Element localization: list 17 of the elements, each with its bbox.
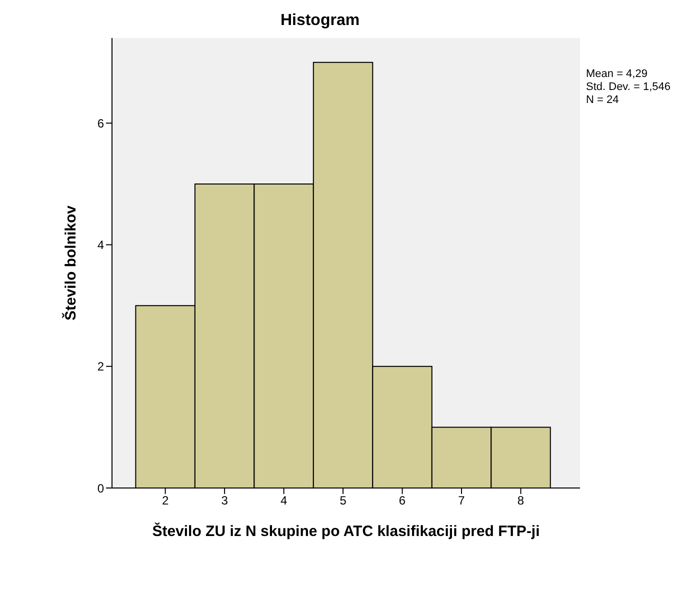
text: Std. Dev. = 1,546: [586, 81, 670, 94]
x-tick-label: 5: [340, 494, 347, 508]
x-tick-label: 3: [221, 494, 228, 508]
text: Mean = 4,29: [586, 68, 648, 81]
y-tick-label: 2: [97, 360, 104, 374]
x-tick-label: 6: [398, 494, 406, 508]
x-axis-title: Število ZU iz N skupine po ATC klasifikaciji pred FTP-ji: [152, 522, 540, 540]
y-axis-title: Število bolnikov: [61, 204, 80, 321]
chart-title: Histogram: [279, 12, 361, 30]
x-tick-label: 8: [517, 494, 524, 508]
y-tick-label: 4: [97, 238, 104, 252]
x-tick-label: 7: [458, 494, 466, 508]
y-tick-label: 6: [97, 116, 104, 130]
text: N = 24: [586, 94, 620, 107]
y-tick-label: 0: [97, 481, 104, 496]
x-tick-label: 4: [280, 494, 288, 508]
x-tick-label: 2: [162, 494, 169, 508]
